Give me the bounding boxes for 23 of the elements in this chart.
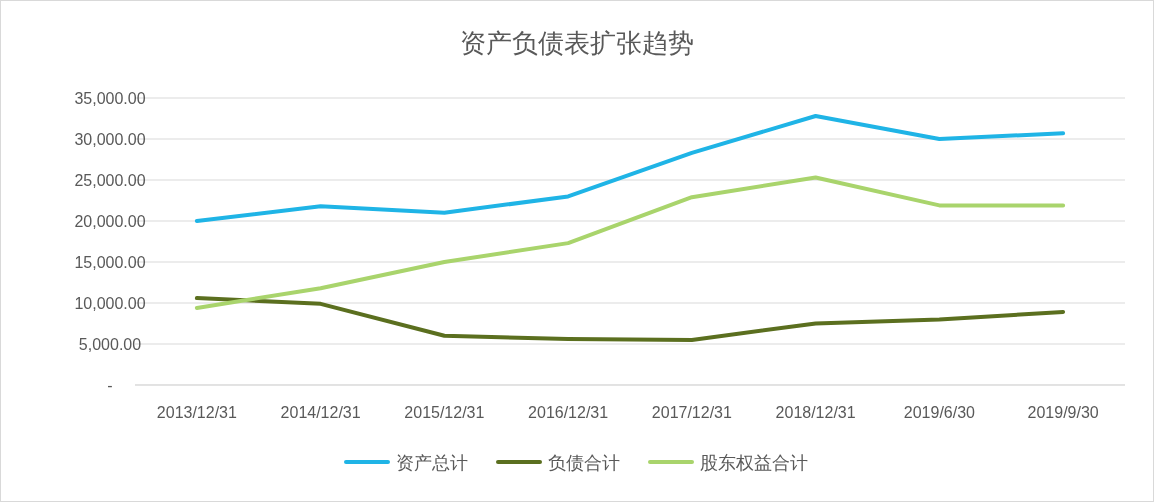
y-tick-label: 30,000.00 xyxy=(74,131,146,148)
line-series xyxy=(194,296,1066,342)
y-tick-label: 15,000.00 xyxy=(74,254,146,271)
y-tick-label: - xyxy=(107,377,113,394)
x-tick-label: 2017/12/31 xyxy=(651,404,733,421)
line-series xyxy=(194,114,1066,223)
legend-label: 资产总计 xyxy=(396,453,468,473)
line-series xyxy=(194,175,1066,310)
y-tick-label: 25,000.00 xyxy=(74,172,146,189)
x-tick-label: 2015/12/31 xyxy=(404,404,485,421)
x-tick-label: 2019/6/30 xyxy=(903,404,976,421)
x-tick-label: 2016/12/31 xyxy=(528,404,609,421)
y-tick-label: 20,000.00 xyxy=(74,213,146,230)
legend-label: 负债合计 xyxy=(548,453,620,473)
x-tick-label: 2014/12/31 xyxy=(280,404,361,421)
chart-title: 资产负债表扩张趋势 xyxy=(460,28,694,58)
legend-label: 股东权益合计 xyxy=(700,453,808,473)
x-tick-label: 2019/9/30 xyxy=(1027,404,1099,421)
y-tick-label: 5,000.00 xyxy=(78,336,142,353)
y-tick-label: 35,000.00 xyxy=(74,90,146,107)
y-tick-label: 10,000.00 xyxy=(74,295,146,312)
x-tick-label: 2013/12/31 xyxy=(156,404,238,421)
x-tick-label: 2018/12/31 xyxy=(775,404,856,421)
